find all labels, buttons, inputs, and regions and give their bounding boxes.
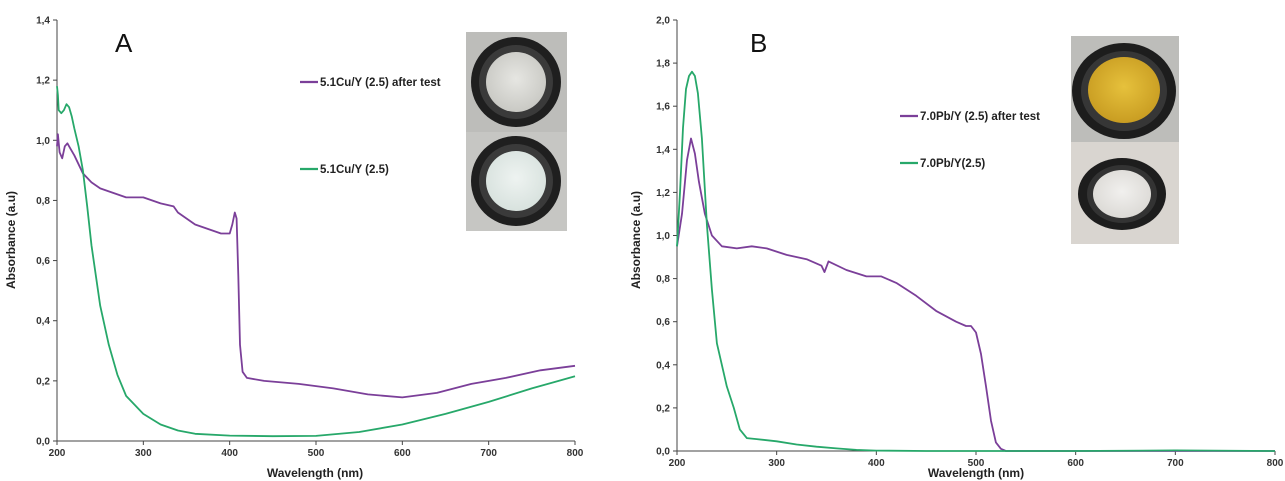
x-tick-label-a: 500 xyxy=(308,448,325,459)
x-tick-label-a: 200 xyxy=(49,448,66,459)
x-tick-label-b: 800 xyxy=(1267,458,1284,469)
y-tick-label-b: 1,4 xyxy=(656,145,670,156)
y-tick-label-a: 0,0 xyxy=(36,437,50,448)
x-tick-label-b: 400 xyxy=(868,458,885,469)
y-tick-label-a: 0,4 xyxy=(36,316,50,327)
series-line-b-0 xyxy=(676,137,1275,452)
y-tick-label-a: 0,6 xyxy=(36,256,50,267)
series-group-b xyxy=(676,70,1276,452)
y-tick-label-a: 1,4 xyxy=(36,16,50,27)
y-tick-label-b: 0,4 xyxy=(656,360,670,371)
y-tick-label-b: 1,8 xyxy=(656,59,670,70)
x-tick-label-b: 500 xyxy=(968,458,985,469)
y-tick-label-a: 1,0 xyxy=(36,136,50,147)
y-tick-label-b: 0,6 xyxy=(656,317,670,328)
x-tick-label-a: 400 xyxy=(221,448,238,459)
x-axis-label-b: Wavelength (nm) xyxy=(928,466,1024,480)
sample-photo-fresh-b xyxy=(1071,142,1179,244)
x-tick-label-a: 300 xyxy=(135,448,152,459)
series-group-a xyxy=(56,86,576,438)
series-line-b-1 xyxy=(676,70,1276,452)
legend-a: 5.1Cu/Y (2.5) after test 5.1Cu/Y (2.5) xyxy=(300,77,441,176)
y-tick-label-b: 1,6 xyxy=(656,102,670,113)
legend-label-b-1: 7.0Pb/Y(2.5) xyxy=(920,158,985,170)
x-tick-label-a: 700 xyxy=(480,448,497,459)
y-axis-label-a: Absorbance (a.u) xyxy=(4,191,18,289)
legend-label-b-0: 7.0Pb/Y (2.5) after test xyxy=(920,111,1040,123)
series-line-a-1 xyxy=(56,86,576,438)
y-tick-label-a: 1,2 xyxy=(36,76,50,87)
axes-b: 0,0 0,2 0,4 0,6 0,8 1,0 1,2 1,4 1,6 1,8 2,0 200 300 4… xyxy=(656,16,1284,470)
y-tick-label-a: 0,8 xyxy=(36,196,50,207)
sample-photo-fresh-a xyxy=(466,132,567,231)
x-tick-label-b: 300 xyxy=(768,458,785,469)
y-tick-label-a: 0,2 xyxy=(36,376,50,387)
y-axis-label-b: Absorbance (a.u) xyxy=(629,191,643,289)
x-tick-label-b: 600 xyxy=(1067,458,1084,469)
chart-panel-b: 0,0 0,2 0,4 0,6 0,8 1,0 1,2 1,4 1,6 1,8 2,0 200 300 4… xyxy=(629,16,1284,481)
x-tick-label-b: 200 xyxy=(669,458,686,469)
chart-panel-a: 0,0 0,2 0,4 0,6 0,8 1,0 1,2 1,4 200 300 400 500 600 7… xyxy=(4,16,584,481)
legend-label-a-1: 5.1Cu/Y (2.5) xyxy=(320,164,389,176)
sample-photo-after-test-b xyxy=(1071,36,1179,142)
y-tick-label-b: 1,2 xyxy=(656,188,670,199)
y-tick-label-b: 0,2 xyxy=(656,403,670,414)
x-axis-label-a: Wavelength (nm) xyxy=(267,466,363,480)
axes-a: 0,0 0,2 0,4 0,6 0,8 1,0 1,2 1,4 200 300 400 500 600 7… xyxy=(36,16,584,460)
y-tick-label-b: 1,0 xyxy=(656,231,670,242)
y-tick-label-b: 0,0 xyxy=(656,447,670,458)
sample-photo-after-test-a xyxy=(466,32,567,132)
legend-label-a-0: 5.1Cu/Y (2.5) after test xyxy=(320,77,441,89)
panel-label-a: A xyxy=(115,28,133,58)
panel-label-b: B xyxy=(750,28,767,58)
x-tick-label-a: 600 xyxy=(394,448,411,459)
x-tick-label-b: 700 xyxy=(1167,458,1184,469)
x-tick-label-a: 800 xyxy=(567,448,584,459)
y-tick-label-b: 2,0 xyxy=(656,16,670,27)
series-line-a-0 xyxy=(56,133,576,399)
legend-b: 7.0Pb/Y (2.5) after test 7.0Pb/Y(2.5) xyxy=(900,111,1040,170)
y-tick-label-b: 0,8 xyxy=(656,274,670,285)
